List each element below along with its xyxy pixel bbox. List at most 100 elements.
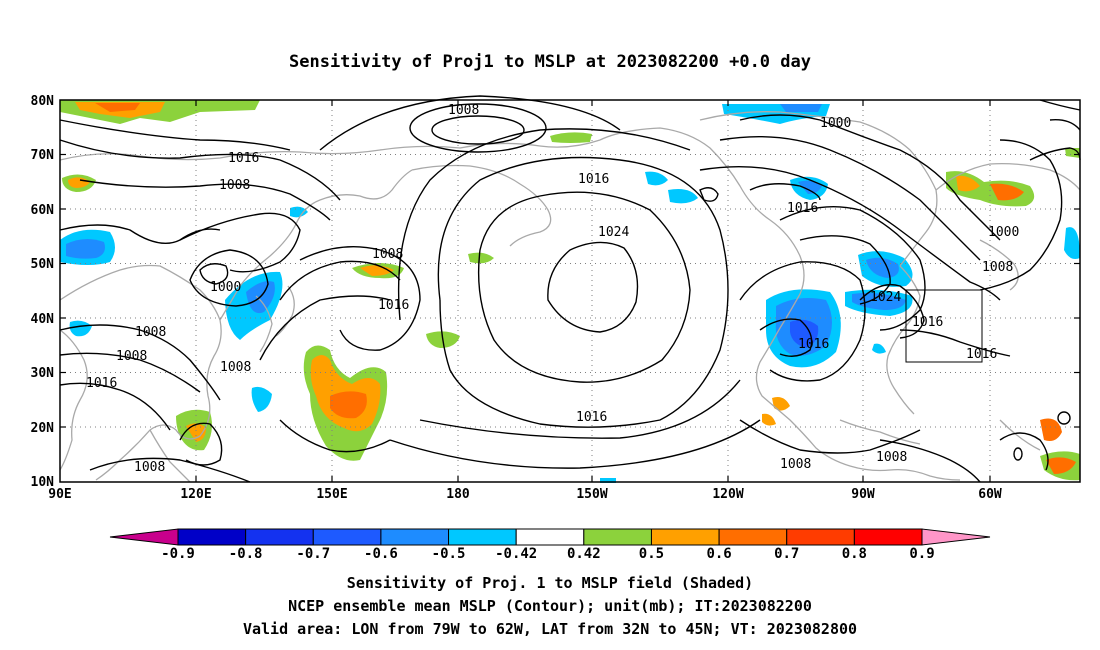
contour-label: 1016 (912, 315, 943, 330)
colorbar-cell (583, 528, 652, 546)
colorbar-cell (448, 528, 517, 546)
colorbar-cell (380, 528, 450, 546)
contour-label: 1008 (448, 103, 479, 118)
colorbar-cell (650, 528, 720, 546)
contour-label: 1008 (220, 360, 251, 375)
mslp-contours (59, 95, 1081, 483)
contour-label: 1008 (116, 349, 147, 364)
map-frame (59, 99, 1081, 483)
colorbar-tick-label: 0.7 (774, 546, 799, 562)
valid-area-box (905, 289, 983, 363)
negative-sensitivity-region (69, 320, 92, 337)
map-title: Sensitivity of Proj1 to MSLP at 20230822… (289, 52, 811, 72)
positive-sensitivity-region (1046, 457, 1076, 474)
caption-line-2: NCEP ensemble mean MSLP (Contour); unit(… (288, 597, 812, 615)
caption-line-1: Sensitivity of Proj. 1 to MSLP field (Sh… (346, 574, 754, 592)
positive-sensitivity-region (956, 175, 980, 192)
contour-label: 1000 (820, 116, 851, 131)
colorbar-cell (312, 528, 382, 546)
lat-label: 30N (31, 366, 55, 381)
longitude-labels: 90E 120E 150E 180 150W 120W 90W 60W (48, 487, 1002, 502)
contour-label: 1008 (780, 457, 811, 472)
contour-label: 1016 (966, 347, 997, 362)
negative-sensitivity-region (1064, 227, 1080, 259)
lon-label: 90E (48, 487, 71, 502)
colorbar-tick-label: 0.9 (909, 546, 934, 562)
contour-label: 1016 (798, 337, 829, 352)
contour-label: 1024 (870, 290, 901, 305)
contour-labels: 1008 1016 1008 1000 1016 1024 1016 1000 … (86, 103, 1019, 475)
lat-label: 70N (31, 148, 55, 163)
negative-sensitivity-region (866, 257, 899, 278)
positive-sensitivity-region (772, 397, 790, 411)
colorbar-tick-label: -0.9 (161, 546, 195, 562)
colorbar-tick-label: -0.8 (229, 546, 263, 562)
colorbar-tick-label: -0.7 (296, 546, 330, 562)
lon-label: 60W (978, 487, 1002, 502)
positive-sensitivity-region (186, 423, 206, 442)
negative-sensitivity-region (798, 180, 822, 194)
plot-area: 1008 1016 1008 1000 1016 1024 1016 1000 … (31, 94, 1081, 502)
negative-sensitivity-region (251, 386, 272, 412)
lat-label: 40N (31, 312, 55, 327)
negative-sensitivity-region (780, 104, 822, 112)
colorbar-tick-label: 0.42 (567, 546, 601, 562)
lon-label: 180 (446, 487, 470, 502)
positive-sensitivity-region (990, 183, 1024, 201)
contour-label: 1008 (876, 450, 907, 465)
lat-label: 20N (31, 421, 55, 436)
lat-label: 10N (31, 475, 55, 490)
sensitivity-shading (60, 100, 1080, 483)
colorbar-cell (245, 528, 314, 546)
contour-label: 1016 (578, 172, 609, 187)
negative-sensitivity-region (645, 171, 668, 186)
contour-label: 1016 (86, 376, 117, 391)
contour-label: 1008 (135, 325, 166, 340)
contour-label: 1016 (228, 151, 259, 166)
lat-label: 50N (31, 257, 55, 272)
colorbar-low-extreme (109, 528, 179, 546)
contour-label: 1000 (988, 225, 1019, 240)
colorbar-cell (718, 528, 788, 546)
negative-sensitivity-region (66, 238, 105, 259)
colorbar-tick-label: -0.6 (364, 546, 398, 562)
lat-label: 60N (31, 203, 55, 218)
positive-sensitivity-region (1040, 418, 1062, 441)
contour-label: 1016 (378, 298, 409, 313)
colorbar-tick-label: 0.5 (639, 546, 664, 562)
positive-sensitivity-region (550, 132, 592, 143)
colorbar-cell (177, 528, 247, 546)
negative-sensitivity-region (290, 206, 308, 218)
colorbar-tick-label: -0.5 (432, 546, 466, 562)
colorbar: -0.9 -0.8 -0.7 -0.6 -0.5 -0.42 0.42 0.5 0.6 0.7 0.… (109, 528, 991, 562)
lon-label: 120E (180, 487, 211, 502)
colorbar-cell (515, 528, 585, 546)
positive-sensitivity-region (330, 391, 367, 419)
colorbar-tick-label: 0.6 (706, 546, 731, 562)
colorbar-high-extreme (921, 528, 991, 546)
contour-label: 1016 (787, 201, 818, 216)
contour-label: 1008 (134, 460, 165, 475)
lon-label: 150W (576, 487, 607, 502)
contour-label: 1008 (982, 260, 1013, 275)
colorbar-tick-label: -0.42 (495, 546, 537, 562)
contour-label: 1008 (372, 247, 403, 262)
lon-label: 150E (316, 487, 347, 502)
latitude-labels: 80N 70N 60N 50N 40N 30N 20N 10N (31, 94, 55, 490)
lat-label: 80N (31, 94, 55, 109)
contour-label: 1008 (219, 178, 250, 193)
contour-label: 1000 (210, 280, 241, 295)
positive-sensitivity-region (468, 252, 494, 264)
contour-label: 1016 (576, 410, 607, 425)
positive-sensitivity-region (762, 413, 776, 426)
contour-label: 1024 (598, 225, 629, 240)
lon-label: 90W (851, 487, 875, 502)
colorbar-tick-label: 0.8 (842, 546, 867, 562)
lon-label: 120W (712, 487, 743, 502)
caption-line-3: Valid area: LON from 79W to 62W, LAT fro… (242, 620, 858, 638)
negative-sensitivity-region (668, 189, 698, 204)
positive-sensitivity-region (95, 103, 140, 112)
axis-ticks (60, 100, 1080, 482)
colorbar-cell (853, 528, 923, 546)
